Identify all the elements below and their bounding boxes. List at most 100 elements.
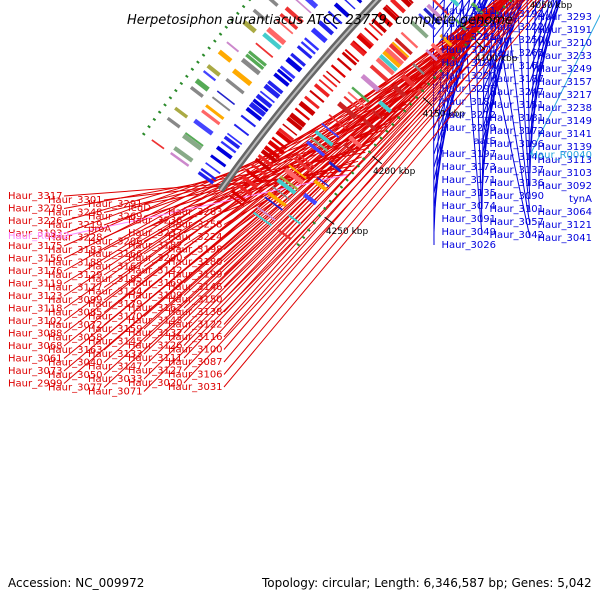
tick-label: 4250 kbp [326,227,369,237]
gene-label: Haur_3111 [128,353,183,364]
gene-label: Haur_3182 [128,241,183,252]
gene-label: Haur_3192 [489,9,544,20]
feature [263,83,281,99]
feature [205,162,221,175]
gene-label: Haur_3175 [8,241,63,252]
gene-label: Haur_3126 [128,341,183,352]
feature [267,80,284,95]
feature [267,140,285,155]
gene-label: Haur_3119 [8,279,63,290]
connector [481,0,524,93]
gene-label: Haur_3068 [8,341,63,352]
gene-label: Haur_3263 [168,207,223,218]
connector [461,0,483,236]
feature [240,57,261,76]
gene-label: Haur_3228 [48,233,103,244]
feature [266,27,287,46]
feature [302,192,318,206]
gene-label: Haur_3166 [88,249,143,260]
connector [103,0,515,376]
gene-label: Haur_3109 [128,291,183,302]
feature [289,112,307,128]
feature [408,0,414,4]
gene-label: Haur_3172 [489,126,544,137]
genome-rings [141,0,514,247]
feature [260,149,278,164]
connector [433,0,463,207]
feature [210,154,227,168]
tick-mark [324,216,335,225]
feature [432,0,450,16]
gene-label: Haur_3171 [441,175,496,186]
feature [400,0,413,8]
feature [252,211,273,227]
gene-label: Haur_3123 [8,291,63,302]
feature [375,57,395,76]
connector [143,0,526,380]
gene-label: Haur_3236 [128,216,183,227]
gene-label: Haur_3248 [48,208,103,219]
feature [173,146,194,163]
feature [351,86,370,103]
gene-label: Haur_3191 [537,25,592,36]
gene-label: Haur_3145 [88,337,143,348]
feature [240,114,257,128]
gene-label: Haur_3033 [88,374,143,385]
feature [241,175,259,190]
feature [256,206,276,221]
genome-summary-text: Topology: circular; Length: 6,346,587 bp… [261,576,592,590]
gene-label: Haur_3121 [537,220,592,231]
feature [286,116,303,132]
connector [432,0,435,246]
feature [425,48,439,62]
gene-label: Haur_3247 [489,87,544,98]
gene-label: Haur_3210 [537,38,592,49]
feature [263,145,281,160]
feature [394,37,413,56]
feature [376,11,394,28]
gene-label: Haur_3136 [489,178,544,189]
gene-label: Haur_3185 [88,274,143,285]
gene-label: Haur_3317 [8,191,63,202]
feature [318,79,334,93]
connector [63,0,505,372]
connector [143,0,520,367]
feature [359,32,375,47]
connector [529,0,555,135]
gene-label: Haur_3200 [128,253,183,264]
tick-label: 4150 kbp [423,109,466,119]
gene-label: Haur_3072 [48,320,103,331]
feature [309,89,325,104]
gene-label: Haur_3020 [128,378,183,389]
feature [450,0,460,7]
gene-label: Haur_3193 [8,229,63,240]
feature [321,122,340,139]
connector [529,13,600,156]
gene-label: Haur_3174 [441,45,496,56]
feature [166,116,181,129]
feature [295,0,312,14]
gene-label: Haur_3150 [168,295,223,306]
gene-label: Haur_3291 [88,199,143,210]
gene-label: Haur_3265 [489,48,544,59]
gene-label: Haur_3101 [489,204,544,215]
gene-label: Haur_3090 [489,191,544,202]
feature [151,139,165,150]
feature [233,123,250,137]
feature [267,191,287,208]
feature [294,107,311,121]
feature [430,42,445,56]
connector [516,0,531,200]
feature [170,152,190,167]
connector [223,0,541,375]
feature [343,95,362,112]
feature [226,41,240,53]
gene-label: Haur_3071 [88,387,143,398]
feature [201,109,221,126]
feature [314,129,334,147]
gene-label: Haur_3151 [489,100,544,111]
feature [336,57,352,72]
gene-label: tynA [569,194,592,205]
inner-misc-ring [277,2,484,240]
feature [197,171,215,185]
